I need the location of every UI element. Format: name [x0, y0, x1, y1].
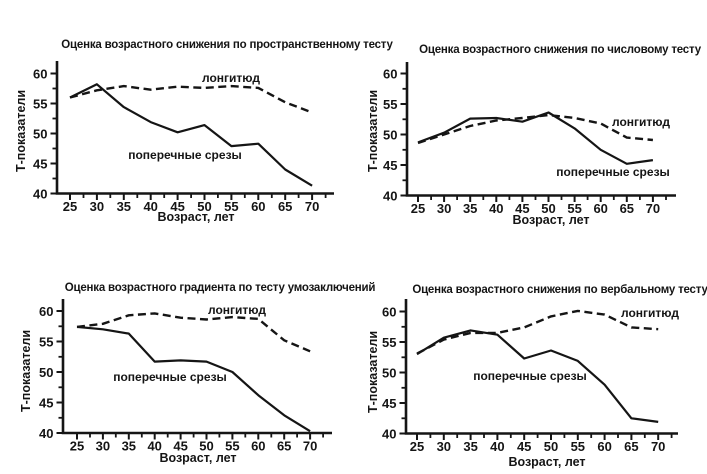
chart-2-legend-longitudinal: лонгитюд: [611, 115, 671, 129]
x-tick-label: 65: [624, 439, 638, 454]
chart-1-title: Оценка возрастного снижения по пространс…: [61, 39, 393, 51]
y-tick-label: 50: [39, 365, 53, 380]
x-tick-label: 35: [117, 199, 131, 214]
x-tick-label: 40: [143, 199, 157, 214]
x-tick-label: 55: [224, 199, 238, 214]
x-tick-label: 50: [199, 439, 213, 454]
x-tick-label: 25: [410, 439, 424, 454]
x-tick-label: 60: [251, 199, 265, 214]
chart-3-series-cross-sections-line: [76, 325, 311, 433]
chart-1-series-longitudinal-line: [69, 84, 313, 114]
x-tick-label: 70: [305, 199, 319, 214]
y-tick-label: 45: [382, 396, 396, 411]
chart-4-title: Оценка возрастного снижения по вербально…: [412, 284, 707, 296]
x-tick-label: 25: [411, 201, 425, 216]
y-tick-label: 55: [33, 96, 47, 111]
x-tick-label: 35: [463, 201, 477, 216]
chart-2-x-axis-label: Возраст, лет: [512, 213, 590, 227]
x-tick-label: 45: [170, 199, 184, 214]
x-tick-label: 40: [147, 439, 161, 454]
chart-3-series-longitudinal-line: [76, 312, 311, 353]
x-tick-label: 50: [544, 439, 558, 454]
y-tick-label: 55: [383, 97, 397, 112]
chart-4-x-axis-label: Возраст, лет: [508, 455, 586, 469]
chart-3-y-axis-label: Т-показатели: [19, 329, 33, 413]
chart-4-y-axis-label: Т-показатели: [366, 330, 380, 414]
y-tick-label: 50: [383, 127, 397, 142]
x-tick-label: 35: [122, 439, 136, 454]
y-tick-label: 45: [33, 156, 47, 171]
y-tick-label: 45: [39, 395, 53, 410]
chart-1-legend-longitudinal: лонгитюд: [201, 71, 261, 85]
x-tick-label: 60: [597, 439, 611, 454]
chart-1-legend-cross-sections: поперечные срезы: [128, 148, 242, 162]
x-tick-label: 50: [197, 199, 211, 214]
chart-2-title: Оценка возрастного снижения по числовому…: [419, 44, 701, 56]
y-tick-label: 55: [39, 334, 53, 349]
chart-1-series-cross-sections-line: [69, 83, 313, 187]
x-tick-label: 45: [517, 439, 531, 454]
x-tick-label: 40: [489, 201, 503, 216]
y-tick-label: 45: [383, 158, 397, 173]
chart-1-plot: 25 30 35 40 45 50 55 60 65 70 40 45 50 55 60: [33, 61, 334, 214]
chart-2-legend-cross-sections: поперечные срезы: [556, 165, 670, 179]
x-tick-label: 60: [593, 201, 607, 216]
x-tick-label: 55: [567, 201, 581, 216]
x-tick-label: 30: [437, 201, 451, 216]
chart-1-x-axis-label: Возраст, лет: [157, 210, 235, 224]
y-tick-label: 40: [39, 426, 53, 441]
y-tick-label: 55: [382, 335, 396, 350]
x-tick-label: 65: [620, 201, 634, 216]
chart-3-legend-cross-sections: поперечные срезы: [113, 370, 227, 384]
y-tick-label: 40: [382, 426, 396, 441]
x-tick-label: 65: [277, 439, 291, 454]
x-tick-label: 30: [90, 199, 104, 214]
y-tick-label: 50: [382, 365, 396, 380]
chart-2-series-longitudinal-line: [417, 113, 654, 145]
y-tick-label: 60: [383, 66, 397, 81]
x-tick-label: 55: [225, 439, 239, 454]
chart-4-legend-cross-sections: поперечные срезы: [473, 369, 587, 383]
x-tick-label: 30: [437, 439, 451, 454]
chart-4-series-longitudinal-line: [416, 309, 659, 355]
x-tick-label: 25: [70, 439, 84, 454]
y-tick-label: 60: [33, 66, 47, 81]
x-tick-label: 40: [490, 439, 504, 454]
chart-3-legend-longitudinal: лонгитюд: [207, 303, 267, 317]
x-tick-label: 70: [651, 439, 665, 454]
x-tick-label: 35: [463, 439, 477, 454]
x-tick-label: 45: [515, 201, 529, 216]
x-tick-label: 65: [278, 199, 292, 214]
y-tick-label: 60: [39, 304, 53, 319]
x-tick-label: 70: [303, 439, 317, 454]
x-tick-label: 50: [541, 201, 555, 216]
chart-2-y-axis-label: Т-показатели: [366, 89, 380, 173]
chart-3-x-axis-label: Возраст, лет: [159, 451, 237, 465]
y-tick-label: 60: [382, 304, 396, 319]
x-tick-label: 70: [646, 201, 660, 216]
y-tick-label: 40: [383, 188, 397, 203]
chart-3-plot: 25 30 35 40 45 50 55 60 65 70 40 45 50 55 60: [39, 299, 332, 454]
chart-4-series-cross-sections-line: [416, 329, 659, 423]
chart-3-title: Оценка возрастного градиента по тесту ум…: [64, 282, 376, 294]
y-tick-label: 50: [33, 126, 47, 141]
x-tick-label: 30: [96, 439, 110, 454]
chart-4-plot: 25 30 35 40 45 50 55 60 65 70 40 45 50 55 60: [382, 299, 678, 454]
y-tick-label: 40: [33, 186, 47, 201]
x-tick-label: 60: [251, 439, 265, 454]
chart-2-plot: 25 30 35 40 45 50 55 60 65 70 40 45 50 55 60: [383, 62, 676, 216]
x-tick-label: 55: [571, 439, 585, 454]
x-tick-label: 45: [173, 439, 187, 454]
chart-3-axes: [61, 299, 332, 435]
x-tick-label: 25: [63, 199, 77, 214]
chart-2-series-cross-sections-line: [417, 111, 654, 165]
chart-1-y-axis-label: Т-показатели: [14, 89, 28, 173]
chart-4-legend-longitudinal: лонгитюд: [620, 306, 680, 320]
